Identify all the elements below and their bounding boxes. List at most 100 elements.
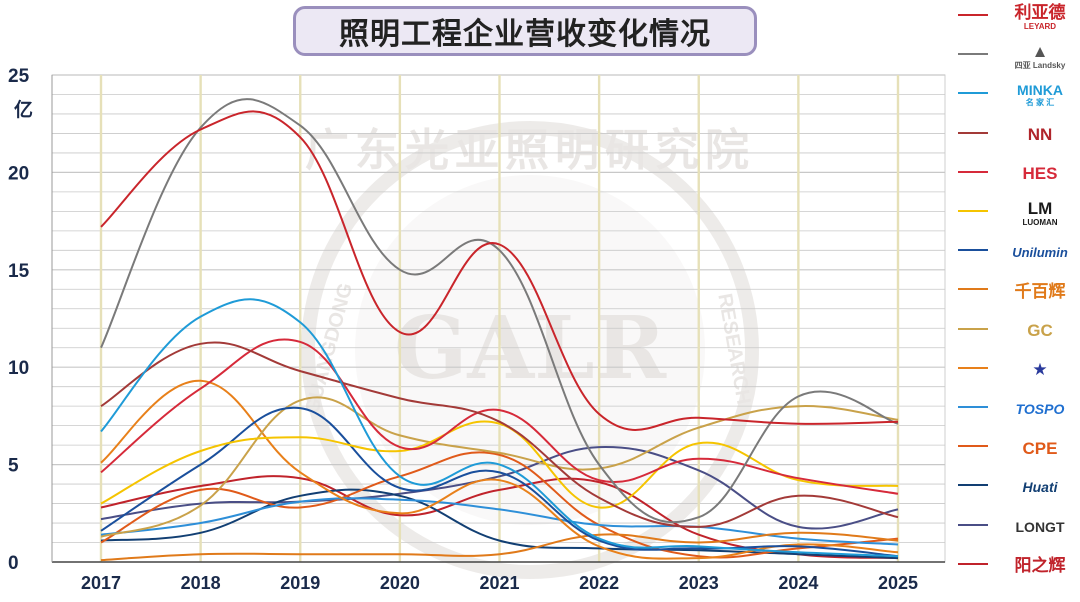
legend-logo-text: ▲	[1031, 41, 1049, 61]
y-tick-label: 0	[8, 553, 19, 574]
x-tick-label: 2025	[878, 573, 918, 593]
legend-swatch	[958, 366, 988, 369]
legend-logo-subtext: 四亚 Landsky	[1014, 60, 1066, 70]
legend-logo-text: NN	[1027, 125, 1053, 145]
legend-item: ▲ 四亚 Landsky	[950, 39, 1080, 77]
legend-logo-text: 千百辉	[1014, 281, 1066, 301]
y-tick-label: 20	[8, 163, 29, 184]
legend-swatch	[958, 288, 988, 291]
legend-swatch	[958, 406, 988, 408]
legend-item: Huati	[950, 470, 1080, 508]
legend-swatch	[958, 210, 988, 212]
legend-swatch	[958, 249, 988, 252]
series-line-4	[100, 338, 899, 495]
watermark-outer-ring	[301, 121, 759, 579]
x-tick-label: 2022	[579, 573, 619, 593]
x-tick-label: 2019	[280, 573, 320, 593]
legend-logo: GC	[1004, 316, 1076, 346]
legend-logo-subtext: LUOMAN	[1022, 217, 1058, 227]
y-tick-label: 5	[8, 456, 19, 477]
legend-logo: LM LUOMAN	[1004, 198, 1076, 228]
legend-logo: Unilumin	[1004, 237, 1076, 267]
legend-swatch	[958, 170, 988, 173]
legend-swatch	[958, 14, 988, 16]
x-tick-label: 2021	[479, 573, 519, 593]
legend-item: MINKA 名 家 汇	[950, 78, 1080, 116]
legend-logo: 利亚德 LEYARD	[1004, 2, 1076, 32]
legend-logo: LONGT	[1004, 512, 1076, 542]
legend-swatch	[958, 53, 988, 56]
chart-title: 照明工程企业营收变化情况	[293, 6, 757, 56]
x-tick-label: 2020	[380, 573, 420, 593]
legend-logo: CPE	[1004, 433, 1076, 463]
legend-logo: TOSPO	[1004, 394, 1076, 424]
legend-logo-text: 利亚德	[1014, 2, 1066, 22]
legend-item: LM LUOMAN	[950, 196, 1080, 234]
series-line-10	[100, 497, 899, 546]
x-tick-label: 2017	[81, 573, 121, 593]
legend-logo-text: CPE	[1022, 438, 1058, 458]
series-line-12	[100, 488, 899, 560]
legend-item: HES	[950, 157, 1080, 195]
legend-swatch	[958, 484, 988, 487]
legend-swatch	[958, 92, 988, 95]
legend-logo-text: TOSPO	[1015, 401, 1065, 417]
legend-item: ★	[950, 353, 1080, 391]
legend-logo: Huati	[1004, 472, 1076, 502]
legend-item: LONGT	[950, 510, 1080, 548]
legend-swatch	[958, 327, 988, 330]
watermark-arc-text: 广东光亚照明研究院	[305, 125, 755, 176]
legend-item: CPE	[950, 431, 1080, 469]
legend-item: NN	[950, 118, 1080, 156]
y-tick-label: 25	[8, 66, 30, 87]
legend-swatch	[958, 131, 988, 134]
legend-item: 千百辉	[950, 274, 1080, 312]
legend-logo-text: 阳之辉	[1014, 556, 1066, 576]
series-line-8	[100, 396, 899, 538]
series-line-11	[100, 451, 899, 559]
legend-logo: NN	[1004, 120, 1076, 150]
series-line-6	[100, 406, 899, 558]
series-line-0	[100, 110, 899, 431]
x-tick-label: 2023	[679, 573, 719, 593]
watermark-center-text: GALR	[394, 298, 667, 399]
series-line-1	[100, 98, 899, 524]
legend-logo: HES	[1004, 159, 1076, 189]
axes: 2017 2018 2019 2020 2021 2022 2023 2024 20250510…	[8, 66, 945, 593]
series-lines	[100, 98, 899, 562]
legend-logo-subtext: LEYARD	[1023, 21, 1057, 31]
legend-logo-text: Huati	[1022, 479, 1058, 496]
legend-logo-text: HES	[1022, 164, 1058, 184]
legend-logo-text: ★	[1032, 360, 1048, 380]
legend-logo-text: GC	[1027, 321, 1053, 341]
series-line-7	[100, 531, 899, 562]
legend-logo: ▲ 四亚 Landsky	[1004, 41, 1076, 71]
legend-logo-text: LM	[1027, 198, 1053, 218]
y-tick-label: 10	[8, 358, 29, 379]
x-tick-label: 2024	[778, 573, 818, 593]
legend-logo: ★	[1004, 355, 1076, 385]
legend-logo: MINKA 名 家 汇	[1004, 80, 1076, 110]
series-line-13	[100, 446, 899, 530]
legend-item: TOSPO	[950, 392, 1080, 430]
y-tick-label: 15	[8, 261, 30, 282]
legend: 利亚德 LEYARD ▲ 四亚 Landsky MINKA 名 家 汇 NN HES LM LUO…	[950, 0, 1080, 602]
series-line-3	[100, 341, 899, 528]
legend-item: 利亚德 LEYARD	[950, 0, 1080, 38]
legend-logo-text: LONGT	[1015, 518, 1065, 535]
x-tick-label: 2018	[181, 573, 221, 593]
legend-item: GC	[950, 314, 1080, 352]
legend-logo: 阳之辉	[1004, 551, 1076, 581]
legend-item: Unilumin	[950, 235, 1080, 273]
legend-logo-subtext: 名 家 汇	[1025, 98, 1055, 108]
series-line-2	[100, 298, 899, 558]
legend-logo-text: Unilumin	[1012, 244, 1068, 260]
legend-logo: 千百辉	[1004, 276, 1076, 306]
y-axis-unit-label: 亿	[14, 98, 33, 121]
legend-item: 阳之辉	[950, 549, 1080, 587]
legend-swatch	[958, 445, 988, 448]
legend-swatch	[958, 523, 988, 526]
legend-logo-text: MINKA	[1017, 82, 1063, 99]
legend-swatch	[958, 562, 988, 565]
